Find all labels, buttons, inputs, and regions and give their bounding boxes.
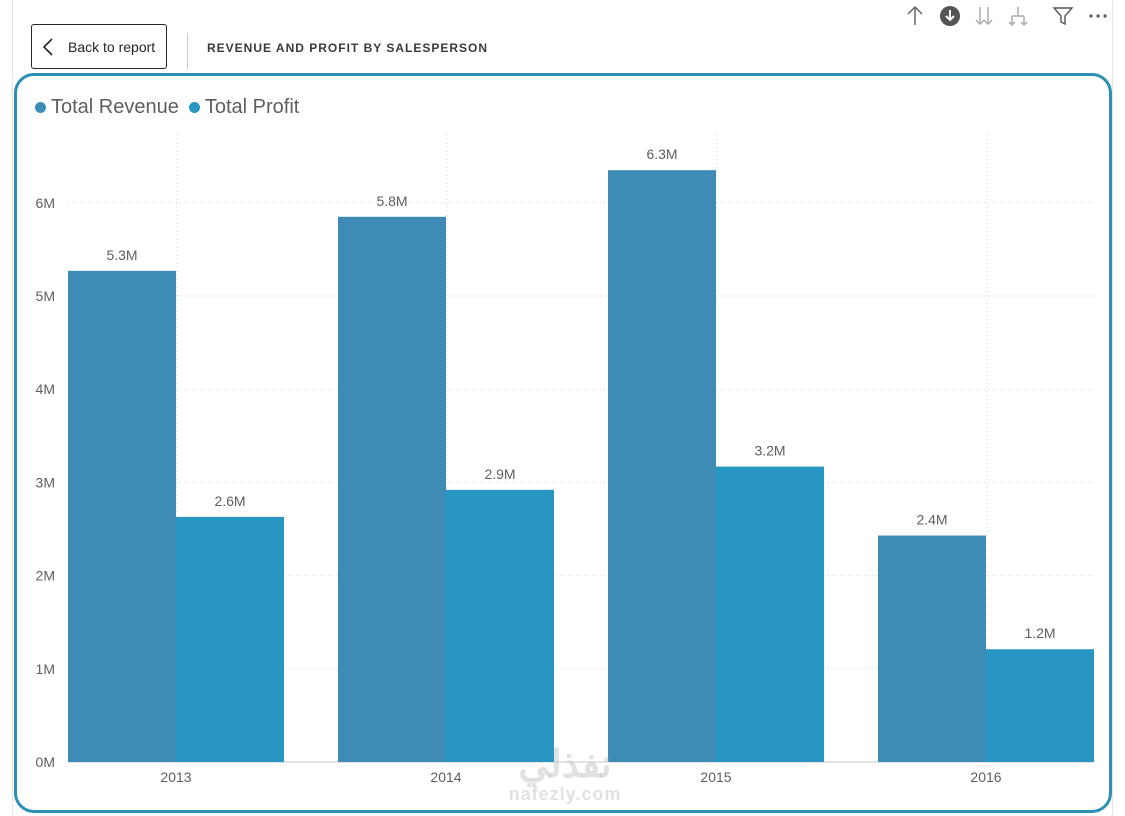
data-label: 6.3M	[646, 146, 677, 162]
y-tick-label: 4M	[36, 381, 55, 397]
y-tick-label: 5M	[36, 288, 55, 304]
bar-revenue	[608, 170, 716, 762]
chart-legend: Total Revenue Total Profit	[35, 96, 309, 119]
y-tick-label: 2M	[36, 568, 55, 584]
x-tick-label: 2014	[430, 769, 461, 785]
data-label: 3.2M	[754, 443, 785, 459]
left-edge	[12, 0, 13, 816]
y-tick-label: 0M	[36, 754, 55, 770]
x-tick-label: 2013	[160, 769, 191, 785]
data-label: 5.8M	[376, 193, 407, 209]
page-title: REVENUE AND PROFIT BY SALESPERSON	[207, 41, 489, 55]
legend-dot-profit	[188, 102, 200, 113]
expand-all-icon[interactable]	[972, 4, 996, 28]
bar-profit	[986, 649, 1094, 762]
back-to-report-label: Back to report	[68, 38, 156, 55]
chevron-left-icon	[42, 37, 53, 56]
more-options-icon[interactable]	[1086, 4, 1110, 28]
data-label: 2.4M	[916, 512, 947, 528]
filter-icon[interactable]	[1051, 4, 1075, 28]
bar-profit	[176, 516, 284, 762]
legend-item-revenue[interactable]: Total Revenue	[35, 96, 179, 119]
y-tick-label: 3M	[36, 474, 55, 490]
header-separator	[187, 33, 188, 69]
legend-dot-revenue	[35, 102, 46, 113]
y-tick-label: 1M	[36, 661, 55, 677]
drill-down-icon[interactable]	[938, 4, 962, 28]
bar-profit	[716, 466, 824, 762]
arrow-up-icon[interactable]	[903, 4, 927, 28]
bar-revenue	[878, 535, 986, 762]
legend-label-profit: Total Profit	[204, 96, 300, 118]
bar-revenue	[338, 216, 446, 762]
x-tick-label: 2016	[970, 769, 1001, 785]
right-edge	[1112, 0, 1113, 816]
data-label: 5.3M	[106, 247, 137, 263]
bar-profit	[446, 489, 554, 762]
legend-item-profit[interactable]: Total Profit	[188, 96, 300, 119]
legend-label-revenue: Total Revenue	[51, 96, 179, 118]
data-label: 2.6M	[214, 493, 245, 509]
y-tick-label: 6M	[36, 195, 55, 211]
drill-hierarchy-icon[interactable]	[1006, 4, 1030, 28]
x-tick-label: 2015	[700, 769, 731, 785]
bar-revenue	[68, 270, 176, 762]
data-label: 1.2M	[1024, 625, 1055, 641]
data-label: 2.9M	[484, 466, 515, 482]
back-to-report-button[interactable]: Back to report	[31, 24, 167, 69]
